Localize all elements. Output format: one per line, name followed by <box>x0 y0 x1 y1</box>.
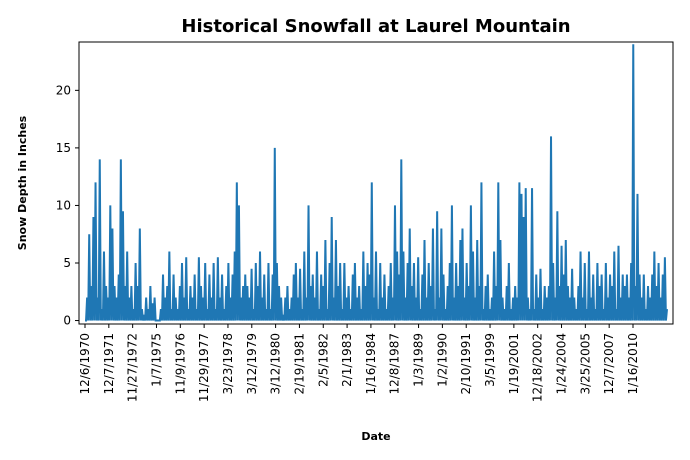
x-tick-label: 12/18/2002 <box>531 333 545 402</box>
series-line <box>85 44 668 322</box>
x-tick-label: 1/24/2004 <box>555 333 569 395</box>
y-tick-label: 5 <box>63 256 71 270</box>
x-tick-label: 2/1/1983 <box>340 333 354 387</box>
x-tick-label: 11/9/1976 <box>173 333 187 395</box>
x-tick-label: 1/2/1990 <box>435 333 449 387</box>
x-tick-label: 2/10/1991 <box>459 333 473 395</box>
y-axis: 0 5 10 15 20 <box>56 83 79 328</box>
x-tick-label: 3/5/1999 <box>483 333 497 387</box>
x-tick-label: 3/12/1980 <box>269 333 283 395</box>
x-tick-label: 12/7/1971 <box>102 333 116 395</box>
y-tick-label: 0 <box>63 314 71 328</box>
x-tick-label: 1/16/1984 <box>364 333 378 395</box>
y-tick-label: 20 <box>56 83 71 97</box>
plot-area <box>85 44 668 322</box>
x-tick-label: 11/29/1977 <box>197 333 211 402</box>
x-tick-label: 2/5/1982 <box>316 333 330 387</box>
x-tick-label: 12/6/1970 <box>78 333 92 395</box>
x-axis-label: Date <box>361 430 390 443</box>
x-tick-label: 12/8/1987 <box>388 333 402 395</box>
x-tick-label: 2/19/1981 <box>292 333 306 395</box>
x-tick-label: 11/27/1972 <box>126 333 140 402</box>
x-tick-label: 1/7/1975 <box>150 333 164 387</box>
y-tick-label: 10 <box>56 198 71 212</box>
x-tick-label: 1/16/2010 <box>626 333 640 395</box>
x-tick-label: 3/23/1978 <box>221 333 235 395</box>
x-axis: 12/6/1970 12/7/1971 11/27/1972 1/7/1975 11/9… <box>78 324 640 402</box>
x-tick-label: 12/7/2007 <box>602 333 616 395</box>
x-tick-label: 1/19/2001 <box>507 333 521 395</box>
y-axis-label: Snow Depth in Inches <box>16 115 29 250</box>
chart-title: Historical Snowfall at Laurel Mountain <box>181 16 570 37</box>
plot-frame <box>78 41 674 325</box>
x-tick-label: 3/12/1979 <box>245 333 259 395</box>
y-tick-label: 15 <box>56 141 71 155</box>
x-tick-label: 1/3/1989 <box>412 333 426 387</box>
x-tick-label: 3/25/2005 <box>578 333 592 395</box>
